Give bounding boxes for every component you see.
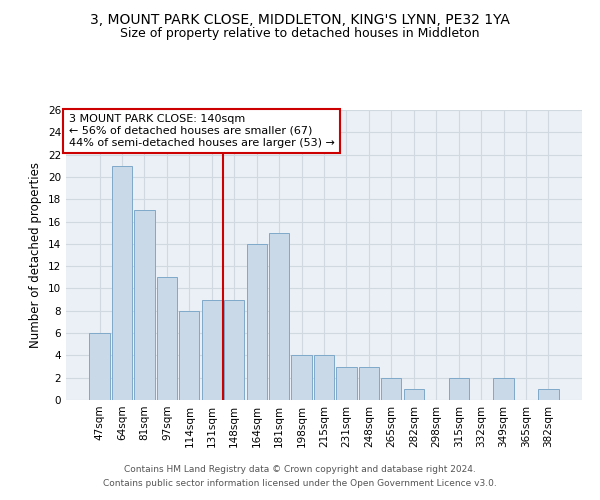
Bar xyxy=(404,389,424,400)
Bar xyxy=(224,300,244,400)
Bar xyxy=(157,278,177,400)
Bar xyxy=(179,311,199,400)
Bar xyxy=(269,232,289,400)
Bar xyxy=(314,356,334,400)
Bar xyxy=(538,389,559,400)
Bar xyxy=(292,356,311,400)
Text: 3 MOUNT PARK CLOSE: 140sqm
← 56% of detached houses are smaller (67)
44% of semi: 3 MOUNT PARK CLOSE: 140sqm ← 56% of deta… xyxy=(68,114,334,148)
Bar xyxy=(381,378,401,400)
Bar xyxy=(359,366,379,400)
Bar xyxy=(449,378,469,400)
Bar xyxy=(493,378,514,400)
Y-axis label: Number of detached properties: Number of detached properties xyxy=(29,162,43,348)
Bar xyxy=(89,333,110,400)
Bar xyxy=(112,166,132,400)
Text: Contains HM Land Registry data © Crown copyright and database right 2024.
Contai: Contains HM Land Registry data © Crown c… xyxy=(103,466,497,487)
Bar xyxy=(337,366,356,400)
Text: Size of property relative to detached houses in Middleton: Size of property relative to detached ho… xyxy=(120,28,480,40)
Bar xyxy=(134,210,155,400)
Bar xyxy=(247,244,267,400)
Text: 3, MOUNT PARK CLOSE, MIDDLETON, KING'S LYNN, PE32 1YA: 3, MOUNT PARK CLOSE, MIDDLETON, KING'S L… xyxy=(90,12,510,26)
Bar xyxy=(202,300,222,400)
